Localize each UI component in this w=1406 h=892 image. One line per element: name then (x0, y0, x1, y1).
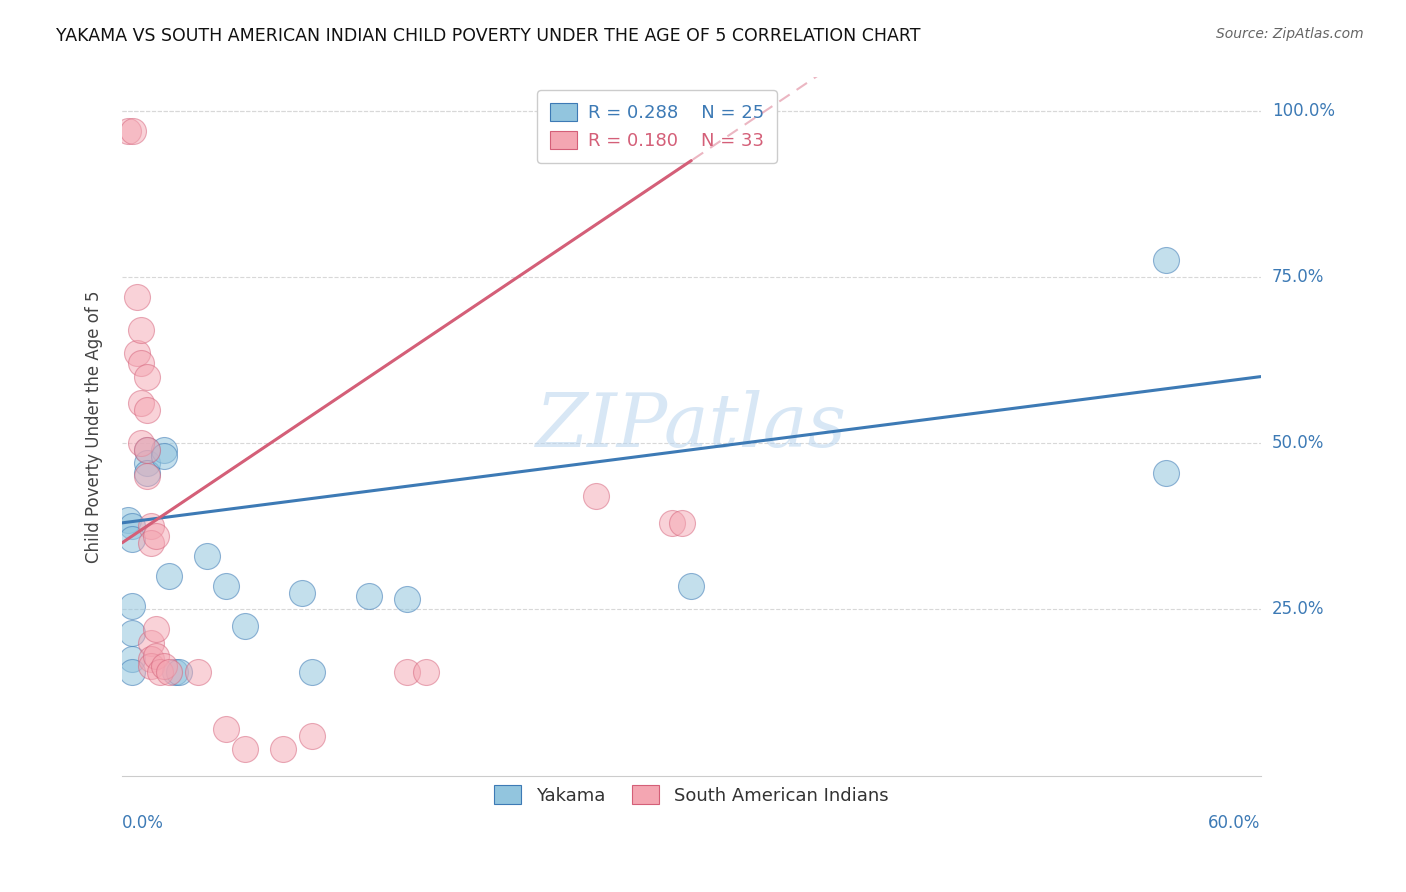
Point (135, 442, 157, 457)
Text: 60.0%: 60.0% (1208, 814, 1261, 832)
Point (235, 619, 257, 633)
Point (139, 652, 162, 666)
Point (357, 589, 380, 603)
Text: 0.0%: 0.0% (122, 814, 165, 832)
Point (1154, 253, 1177, 268)
Point (145, 529, 167, 543)
Point (135, 369, 157, 384)
Point (129, 396, 152, 410)
Point (139, 519, 162, 533)
Point (127, 346, 149, 360)
Point (117, 123, 139, 137)
Point (135, 456, 157, 470)
Point (139, 658, 162, 673)
Point (135, 442, 157, 457)
Point (159, 665, 181, 680)
Point (121, 519, 143, 533)
Point (121, 599, 143, 613)
Point (139, 635, 162, 649)
Point (167, 665, 190, 680)
Point (165, 665, 187, 680)
Point (135, 402, 157, 417)
Point (273, 742, 295, 756)
Point (395, 592, 418, 607)
Point (135, 469, 157, 483)
Point (127, 290, 149, 304)
Point (152, 442, 174, 457)
Text: 100.0%: 100.0% (1272, 102, 1334, 120)
Point (395, 665, 418, 680)
Text: YAKAMA VS SOUTH AMERICAN INDIAN CHILD POVERTY UNDER THE AGE OF 5 CORRELATION CHA: YAKAMA VS SOUTH AMERICAN INDIAN CHILD PO… (56, 27, 921, 45)
Point (415, 665, 437, 680)
Point (145, 648, 167, 663)
Point (129, 436, 152, 450)
Point (215, 722, 238, 736)
Point (121, 665, 143, 680)
Text: 50.0%: 50.0% (1272, 434, 1324, 452)
Legend: Yakama, South American Indians: Yakama, South American Indians (484, 774, 900, 815)
Point (121, 625, 143, 640)
Point (235, 742, 257, 756)
Point (1154, 466, 1177, 480)
Point (291, 585, 314, 599)
Point (152, 450, 174, 464)
Point (585, 489, 607, 503)
Point (159, 569, 181, 583)
Point (121, 652, 143, 666)
Point (145, 622, 167, 636)
Point (301, 729, 323, 743)
Text: ZIPatlas: ZIPatlas (536, 390, 846, 463)
Text: 25.0%: 25.0% (1272, 600, 1324, 618)
Point (215, 579, 238, 593)
Point (135, 466, 157, 480)
Point (187, 665, 209, 680)
Point (152, 658, 174, 673)
Point (121, 533, 143, 547)
Point (681, 579, 703, 593)
Point (671, 516, 693, 530)
Point (149, 665, 172, 680)
Point (129, 356, 152, 370)
Text: Source: ZipAtlas.com: Source: ZipAtlas.com (1216, 27, 1364, 41)
Y-axis label: Child Poverty Under the Age of 5: Child Poverty Under the Age of 5 (86, 290, 103, 563)
Point (117, 512, 139, 526)
Point (301, 665, 323, 680)
Point (122, 123, 145, 137)
Text: 75.0%: 75.0% (1272, 268, 1324, 286)
Point (139, 536, 162, 550)
Point (129, 323, 152, 337)
Point (661, 516, 683, 530)
Point (197, 549, 219, 563)
